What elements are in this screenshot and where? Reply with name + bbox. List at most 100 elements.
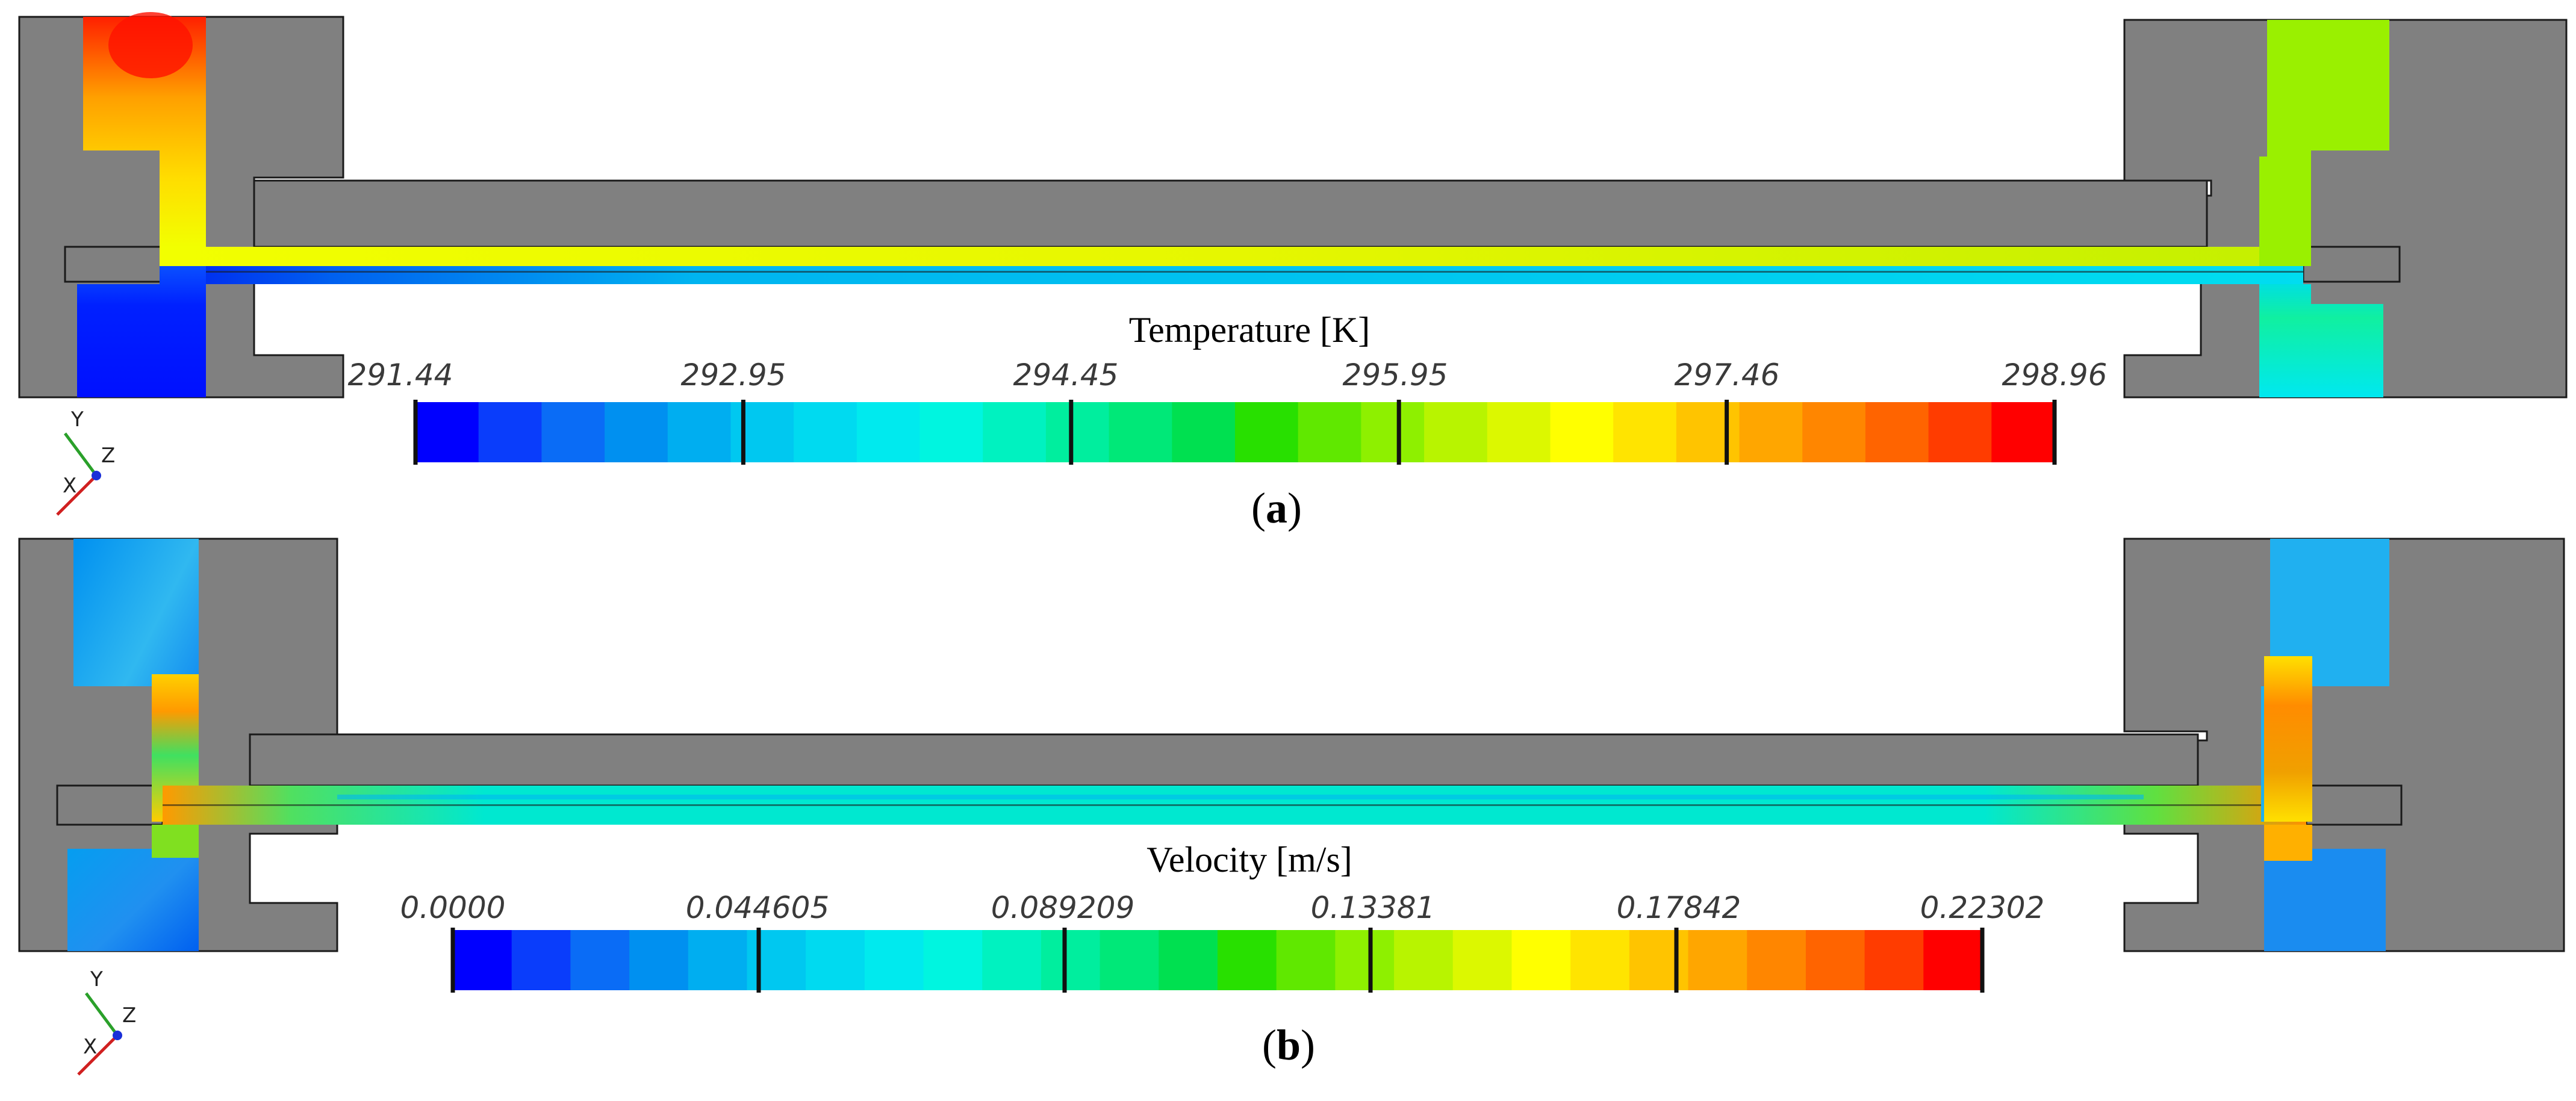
- colorbar-swatch: [982, 930, 1042, 990]
- colorbar-swatch: [983, 402, 1047, 462]
- colorbar-swatch: [541, 402, 605, 462]
- colorbar-swatch: [1424, 402, 1488, 462]
- tick-label: 297.46: [1675, 358, 1780, 392]
- panel-label-a: (a): [1251, 484, 1302, 532]
- axis-label-z: Z: [122, 1003, 136, 1028]
- panel-a-temperature: Temperature [K] 291.44 292.95 294.45 295…: [18, 12, 2568, 532]
- x-axis-arrow: [77, 1034, 119, 1076]
- colorbar-swatch: [923, 930, 983, 990]
- colorbar-ticks: [450, 928, 1985, 993]
- channel-divider: [163, 804, 2306, 806]
- colorbar-swatch: [1991, 402, 2055, 462]
- colorbar-swatch: [794, 402, 857, 462]
- tick-label: 0.13381: [1311, 890, 1436, 925]
- colorbar-swatch: [747, 930, 806, 990]
- colorbar-swatch: [1739, 402, 1803, 462]
- colorbar-swatch: [667, 402, 732, 462]
- tick-label: 292.95: [681, 358, 786, 392]
- x-axis-arrow: [56, 474, 98, 516]
- right-column-hot: [2264, 656, 2312, 822]
- colorbar-swatch: [864, 930, 924, 990]
- axis-triad: Y Z X: [56, 408, 115, 516]
- colorbar-swatch: [415, 402, 479, 462]
- colorbar-swatch: [1570, 930, 1630, 990]
- right-bottom-fluid: [2259, 284, 2383, 397]
- colorbar-swatch: [1802, 402, 1866, 462]
- colorbar-swatch: [1335, 930, 1395, 990]
- colorbar-swatch: [1218, 930, 1277, 990]
- channel-lower-fluid: [160, 266, 2303, 284]
- colorbar-swatch: [919, 402, 984, 462]
- channel-lower-fluid: [163, 805, 2306, 825]
- colorbar-swatch: [478, 402, 543, 462]
- colorbar-swatch: [1361, 402, 1425, 462]
- colorbar-ticks: [413, 400, 2057, 465]
- colorbar-swatch: [1864, 930, 1924, 990]
- left-bottom-fluid: [77, 266, 206, 397]
- colorbar-swatch: [453, 930, 512, 990]
- colorbar-swatches: [415, 402, 2055, 462]
- colorbar-swatch: [1394, 930, 1454, 990]
- upper-plate: [253, 179, 2208, 248]
- colorbar-swatch: [688, 930, 748, 990]
- colorbar-temperature: Temperature [K] 291.44 292.95 294.45 295…: [348, 310, 2108, 465]
- z-axis-dot: [113, 1031, 122, 1040]
- colorbar-swatch: [1923, 930, 1983, 990]
- hot-spot: [108, 12, 193, 78]
- colorbar-swatch: [1676, 402, 1740, 462]
- tick-label: 0.044605: [686, 890, 830, 925]
- colorbar-title-velocity: Velocity [m/s]: [1146, 840, 1352, 879]
- colorbar-swatch: [1487, 402, 1551, 462]
- colorbar-swatches: [453, 930, 1983, 990]
- colorbar-title-temperature: Temperature [K]: [1129, 310, 1370, 350]
- channel-divider: [160, 271, 2303, 273]
- colorbar-swatch: [1298, 402, 1362, 462]
- colorbar-swatch: [1100, 930, 1160, 990]
- panel-label-letter: b: [1277, 1021, 1301, 1069]
- colorbar-swatch: [1928, 402, 1993, 462]
- tick-label: 0.089209: [991, 890, 1135, 925]
- y-axis-arrow: [63, 432, 98, 477]
- colorbar-swatch: [1511, 930, 1571, 990]
- right-outlet-fluid: [2259, 20, 2389, 266]
- right-seam: [2302, 246, 2401, 283]
- tick-label: 0.0000: [400, 890, 506, 925]
- z-axis-dot: [92, 471, 101, 480]
- colorbar-swatch: [511, 930, 571, 990]
- axis-label-x: X: [83, 1035, 97, 1059]
- right-bottom-hot: [2264, 825, 2312, 861]
- channel-upper-fluid: [160, 247, 2303, 266]
- colorbar-swatch: [1629, 930, 1689, 990]
- colorbar-swatch: [1172, 402, 1236, 462]
- colorbar-swatch: [570, 930, 630, 990]
- tick-label: 298.96: [2002, 358, 2108, 392]
- colorbar-swatch: [1550, 402, 1614, 462]
- colorbar-swatch: [806, 930, 865, 990]
- channel-core: [337, 795, 2144, 799]
- axis-label-x: X: [63, 474, 76, 498]
- colorbar-swatch: [1688, 930, 1748, 990]
- colorbar-swatch: [1865, 402, 1929, 462]
- left-seam: [56, 784, 164, 826]
- left-inlet-fluid: [83, 17, 206, 247]
- left-bottom-hot: [152, 825, 199, 858]
- colorbar-swatch: [1041, 930, 1101, 990]
- colorbar-swatch: [1045, 402, 1110, 462]
- colorbar-swatch: [730, 402, 794, 462]
- colorbar-swatch: [1235, 402, 1299, 462]
- colorbar-swatch: [1452, 930, 1513, 990]
- y-axis-arrow: [84, 992, 119, 1037]
- colorbar-velocity: Velocity [m/s] 0.0000 0.044605 0.089209 …: [400, 840, 2044, 993]
- right-flange-solid: [2123, 538, 2565, 952]
- panel-b-velocity: Velocity [m/s] 0.0000 0.044605 0.089209 …: [18, 538, 2565, 1076]
- colorbar-swatch: [1109, 402, 1173, 462]
- colorbar-swatch: [1276, 930, 1336, 990]
- colorbar-swatch: [629, 930, 689, 990]
- axis-label-y: Y: [70, 408, 84, 432]
- tick-label: 295.95: [1343, 358, 1448, 392]
- tick-label: 291.44: [348, 358, 453, 392]
- right-seam: [2305, 784, 2403, 826]
- axis-triad: Y Z X: [77, 967, 136, 1076]
- colorbar-swatch: [856, 402, 921, 462]
